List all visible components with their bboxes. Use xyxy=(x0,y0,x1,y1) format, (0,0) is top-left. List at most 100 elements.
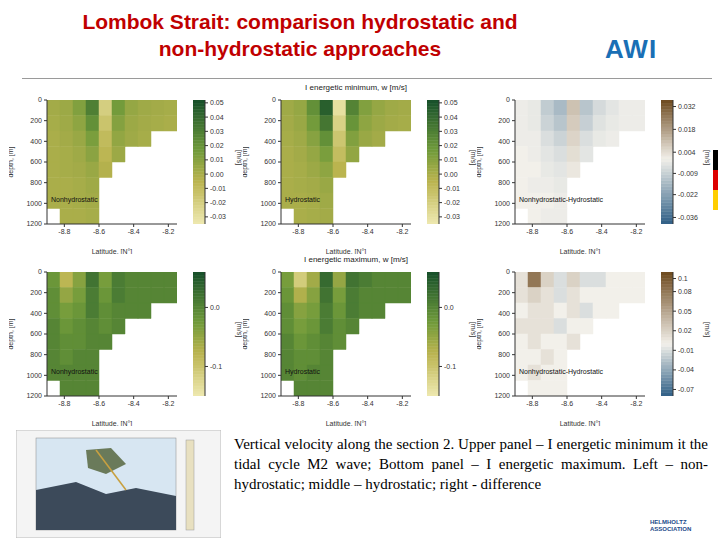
svg-text:1000: 1000 xyxy=(260,372,276,379)
svg-text:800: 800 xyxy=(498,179,510,186)
svg-text:-8.2: -8.2 xyxy=(396,228,408,235)
svg-text:1200: 1200 xyxy=(26,392,42,399)
svg-text:200: 200 xyxy=(264,289,276,296)
svg-text:0: 0 xyxy=(38,96,42,103)
svg-text:600: 600 xyxy=(30,158,42,165)
svg-text:0.03: 0.03 xyxy=(444,128,458,135)
svg-text:depth, [m]: depth, [m] xyxy=(9,318,15,349)
svg-text:0.01: 0.01 xyxy=(444,156,458,163)
svg-text:1200: 1200 xyxy=(494,392,510,399)
svg-text:Latitude, [N°]: Latitude, [N°] xyxy=(92,248,133,254)
svg-text:200: 200 xyxy=(30,289,42,296)
svg-text:-8.8: -8.8 xyxy=(292,400,304,407)
svg-text:1200: 1200 xyxy=(260,220,276,227)
svg-text:0.04: 0.04 xyxy=(444,114,458,121)
svg-text:-8.8: -8.8 xyxy=(58,400,70,407)
svg-text:-8.6: -8.6 xyxy=(93,400,105,407)
svg-text:600: 600 xyxy=(30,330,42,337)
svg-text:600: 600 xyxy=(264,158,276,165)
svg-text:-0.03: -0.03 xyxy=(210,213,226,220)
svg-text:400: 400 xyxy=(30,138,42,145)
svg-text:-0.1: -0.1 xyxy=(444,363,456,370)
svg-text:0.1: 0.1 xyxy=(678,275,688,282)
svg-text:0.00: 0.00 xyxy=(444,171,458,178)
svg-text:-8.6: -8.6 xyxy=(561,400,573,407)
svg-text:-8.8: -8.8 xyxy=(526,228,538,235)
svg-text:0.02: 0.02 xyxy=(210,142,224,149)
svg-text:depth, [m]: depth, [m] xyxy=(9,146,15,177)
svg-text:-8.6: -8.6 xyxy=(561,228,573,235)
svg-text:Latitude, [N°]: Latitude, [N°] xyxy=(92,420,133,426)
svg-text:-8.4: -8.4 xyxy=(128,228,140,235)
svg-text:-8.2: -8.2 xyxy=(162,228,174,235)
svg-text:-8.8: -8.8 xyxy=(292,228,304,235)
svg-text:0.004: 0.004 xyxy=(678,149,696,156)
svg-text:-0.02: -0.02 xyxy=(210,199,226,206)
svg-text:Latitude, [N°]: Latitude, [N°] xyxy=(560,248,601,254)
svg-text:-8.2: -8.2 xyxy=(630,228,642,235)
svg-text:0.0: 0.0 xyxy=(210,304,220,311)
svg-text:-0.009: -0.009 xyxy=(678,170,698,177)
svg-text:-8.2: -8.2 xyxy=(162,400,174,407)
svg-text:1000: 1000 xyxy=(26,200,42,207)
svg-text:-0.1: -0.1 xyxy=(210,363,222,370)
svg-text:1000: 1000 xyxy=(260,200,276,207)
svg-text:depth, [m]: depth, [m] xyxy=(243,146,249,177)
svg-text:-8.4: -8.4 xyxy=(596,400,608,407)
svg-text:0.02: 0.02 xyxy=(444,142,458,149)
svg-text:0.08: 0.08 xyxy=(678,288,692,295)
svg-text:-0.01: -0.01 xyxy=(678,347,694,354)
svg-text:-0.01: -0.01 xyxy=(210,185,226,192)
svg-text:Latitude, [N°]: Latitude, [N°] xyxy=(326,420,367,426)
svg-text:0: 0 xyxy=(272,268,276,275)
svg-text:0.05: 0.05 xyxy=(210,99,224,106)
svg-text:-8.4: -8.4 xyxy=(362,228,374,235)
svg-text:800: 800 xyxy=(264,351,276,358)
svg-text:-8.4: -8.4 xyxy=(128,400,140,407)
svg-text:-8.2: -8.2 xyxy=(630,400,642,407)
svg-text:400: 400 xyxy=(498,138,510,145)
svg-text:1000: 1000 xyxy=(494,372,510,379)
svg-text:-8.6: -8.6 xyxy=(327,400,339,407)
svg-text:400: 400 xyxy=(264,138,276,145)
svg-text:600: 600 xyxy=(498,330,510,337)
svg-text:-0.04: -0.04 xyxy=(678,366,694,373)
svg-text:1000: 1000 xyxy=(494,200,510,207)
svg-text:800: 800 xyxy=(264,179,276,186)
svg-text:-8.8: -8.8 xyxy=(526,400,538,407)
svg-text:-0.07: -0.07 xyxy=(678,386,694,393)
svg-text:0.05: 0.05 xyxy=(678,308,692,315)
svg-text:-8.4: -8.4 xyxy=(596,228,608,235)
svg-text:Latitude, [N°]: Latitude, [N°] xyxy=(560,420,601,426)
svg-text:-0.01: -0.01 xyxy=(444,185,460,192)
svg-text:200: 200 xyxy=(264,117,276,124)
svg-text:-0.03: -0.03 xyxy=(444,213,460,220)
svg-text:0.0: 0.0 xyxy=(444,304,454,311)
svg-text:0.032: 0.032 xyxy=(678,103,696,110)
svg-text:800: 800 xyxy=(30,179,42,186)
svg-text:-8.4: -8.4 xyxy=(362,400,374,407)
svg-text:600: 600 xyxy=(498,158,510,165)
svg-text:0: 0 xyxy=(38,268,42,275)
svg-text:0: 0 xyxy=(506,268,510,275)
svg-text:-8.6: -8.6 xyxy=(93,228,105,235)
svg-text:1200: 1200 xyxy=(260,392,276,399)
svg-text:600: 600 xyxy=(264,330,276,337)
svg-text:Latitude, [N°]: Latitude, [N°] xyxy=(326,248,367,254)
svg-text:0.00: 0.00 xyxy=(210,171,224,178)
svg-text:0.04: 0.04 xyxy=(210,114,224,121)
svg-text:1200: 1200 xyxy=(26,220,42,227)
svg-text:-0.036: -0.036 xyxy=(678,214,698,221)
svg-text:400: 400 xyxy=(498,310,510,317)
svg-text:200: 200 xyxy=(498,289,510,296)
svg-text:0.01: 0.01 xyxy=(210,156,224,163)
svg-text:-0.022: -0.022 xyxy=(678,191,698,198)
svg-text:400: 400 xyxy=(30,310,42,317)
svg-text:400: 400 xyxy=(264,310,276,317)
svg-text:0.02: 0.02 xyxy=(678,327,692,334)
svg-text:-8.2: -8.2 xyxy=(396,400,408,407)
svg-text:1000: 1000 xyxy=(26,372,42,379)
svg-text:800: 800 xyxy=(30,351,42,358)
svg-text:-8.6: -8.6 xyxy=(327,228,339,235)
svg-text:1200: 1200 xyxy=(494,220,510,227)
